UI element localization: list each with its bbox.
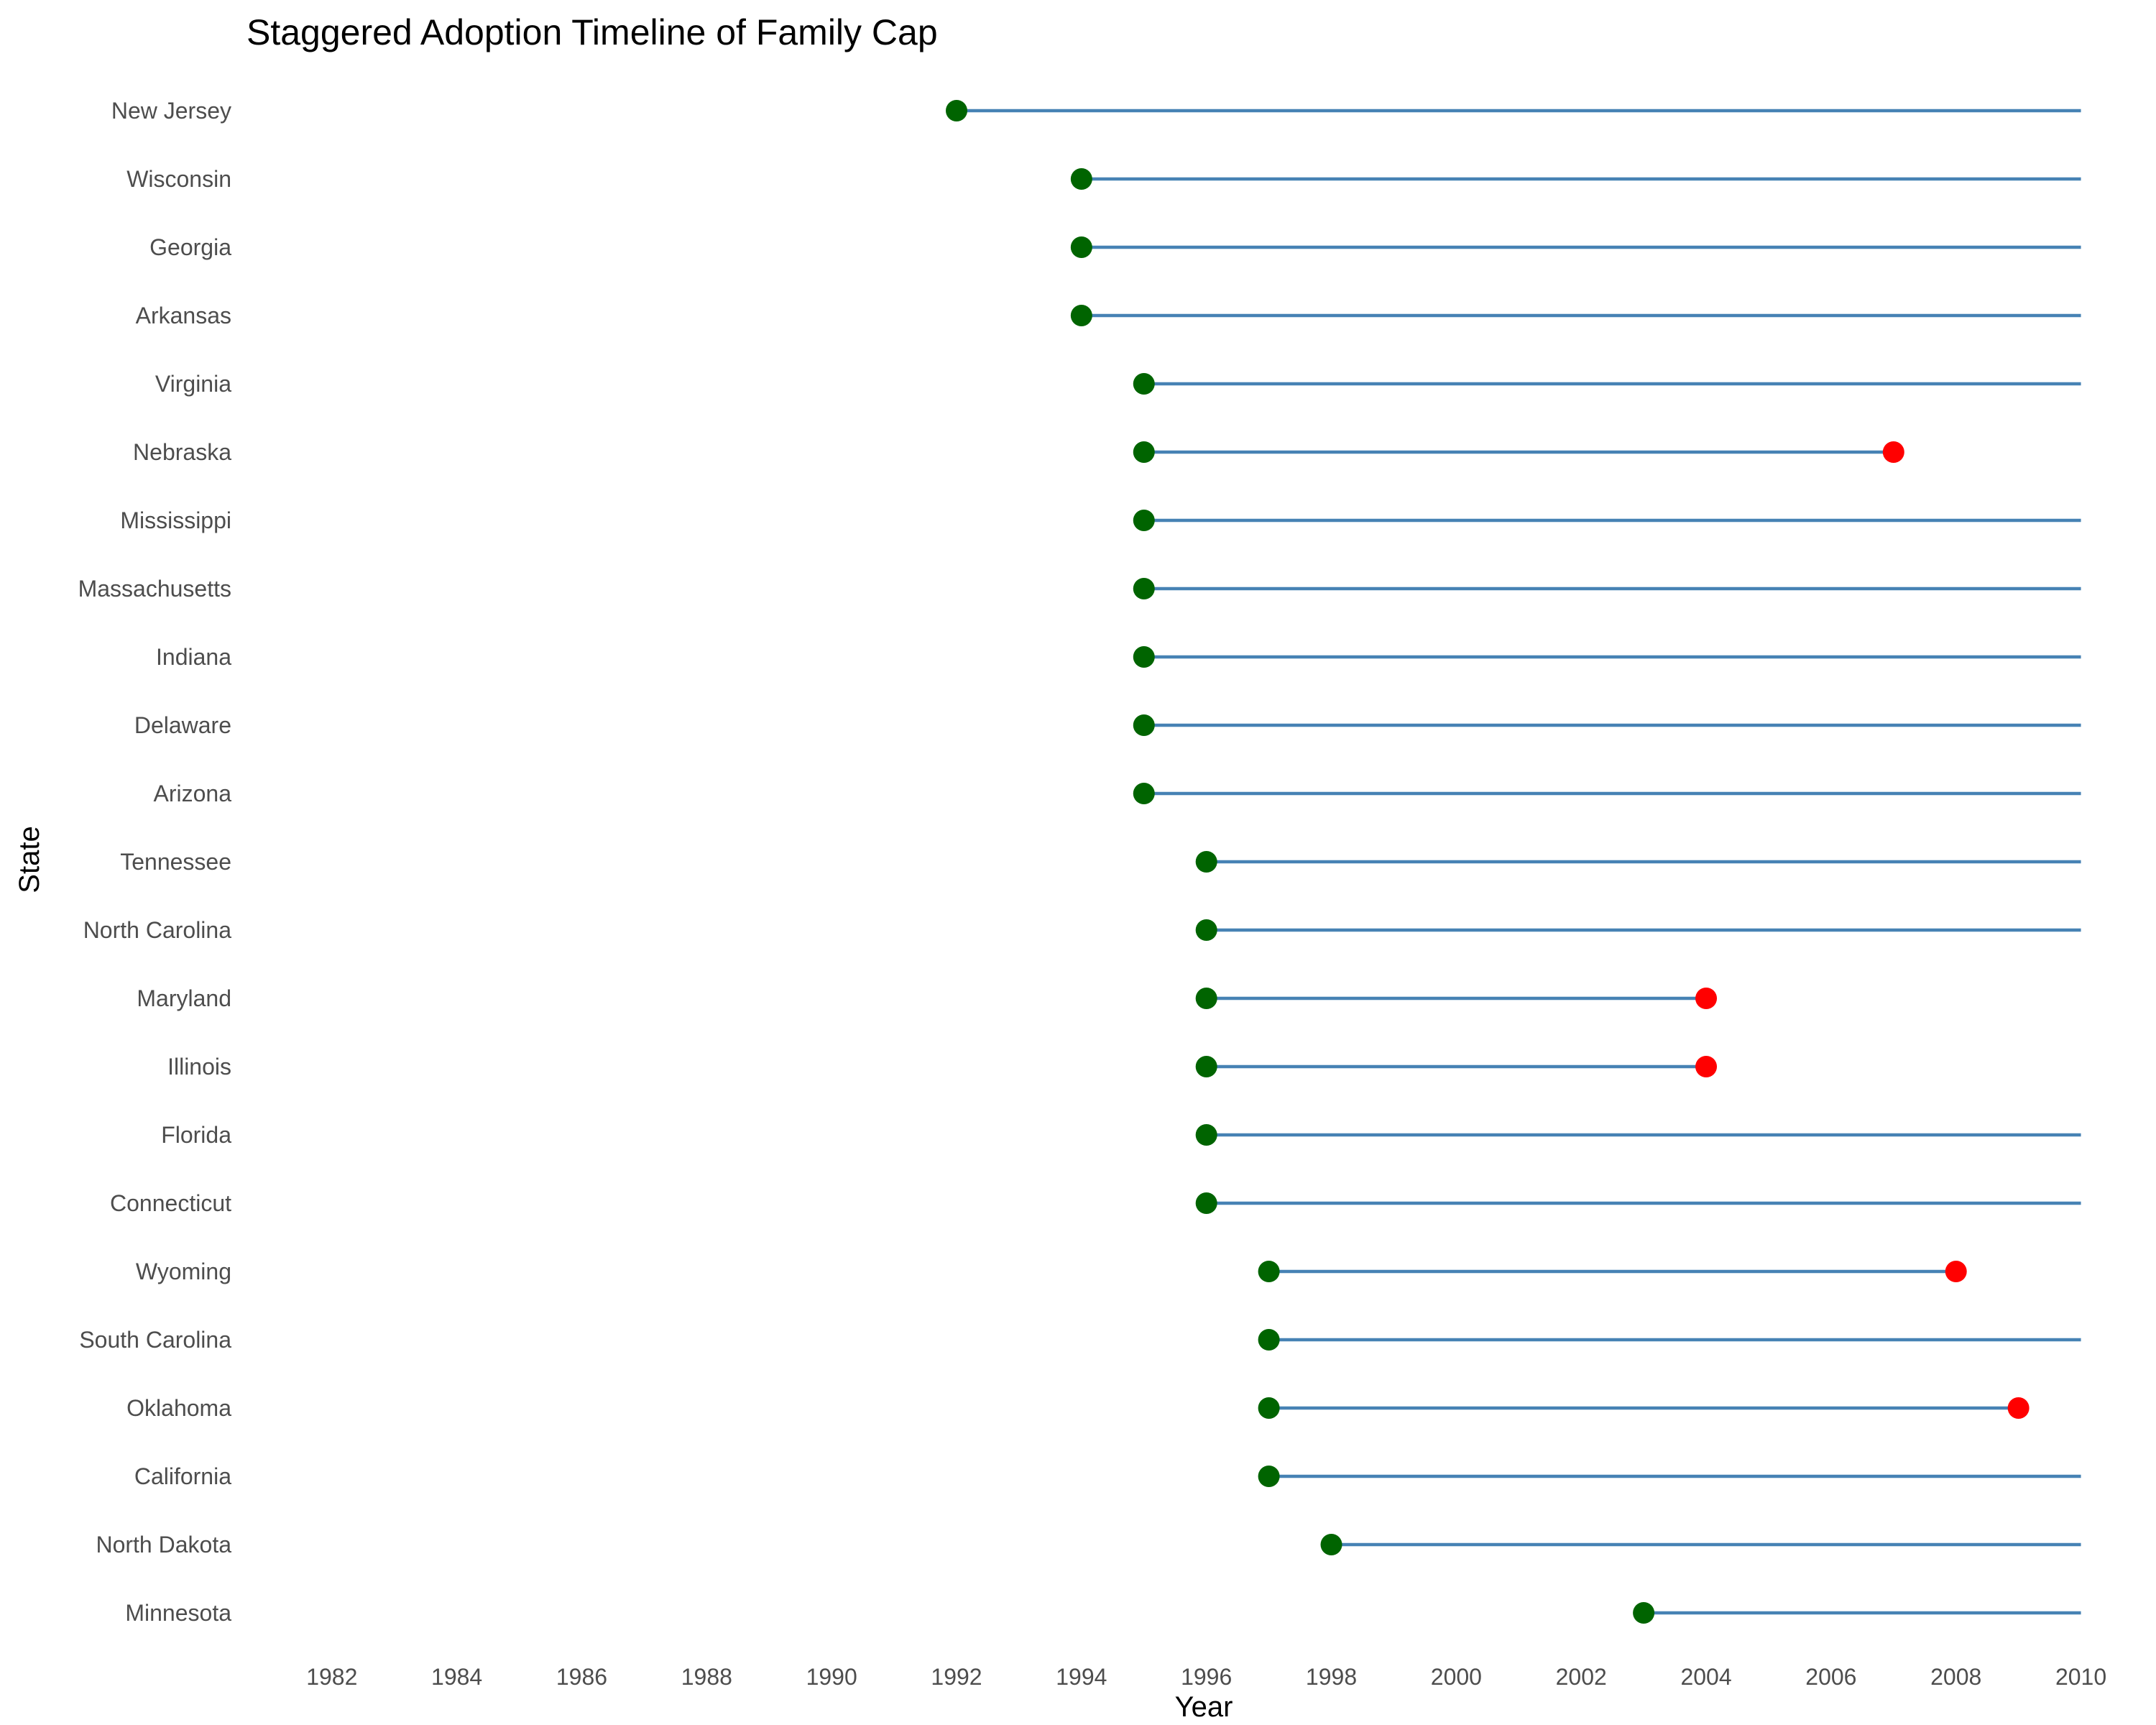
repeal-point-nebraska — [1882, 441, 1904, 463]
y-axis-title: State — [14, 826, 45, 893]
adoption-point-south-carolina — [1258, 1329, 1280, 1351]
y-tick-label-wyoming: Wyoming — [136, 1259, 231, 1284]
adoption-point-mississippi — [1133, 510, 1155, 531]
x-tick-label-1996: 1996 — [1181, 1664, 1232, 1690]
adoption-point-florida — [1195, 1124, 1217, 1146]
y-tick-label-connecticut: Connecticut — [110, 1190, 231, 1216]
x-tick-label-2004: 2004 — [1680, 1664, 1731, 1690]
adoption-point-minnesota — [1633, 1602, 1655, 1624]
adoption-point-massachusetts — [1133, 578, 1155, 599]
adoption-point-indiana — [1133, 646, 1155, 668]
y-tick-labels: New Jersey Wisconsin Georgia Arkansas Virgin… — [78, 98, 232, 1626]
y-tick-label-south-carolina: South Carolina — [79, 1327, 231, 1353]
y-tick-label-arkansas: Arkansas — [136, 303, 231, 328]
adoption-point-north-carolina — [1195, 919, 1217, 941]
y-tick-label-virginia: Virginia — [155, 371, 231, 397]
repeal-point-maryland — [1695, 988, 1718, 1009]
adoption-point-georgia — [1070, 236, 1092, 258]
y-tick-label-mississippi: Mississippi — [120, 507, 231, 533]
y-tick-label-wisconsin: Wisconsin — [126, 166, 231, 192]
adoption-point-maryland — [1195, 988, 1217, 1009]
adoption-point-delaware — [1133, 714, 1155, 736]
adoption-point-nebraska — [1133, 441, 1155, 463]
repeal-point-oklahoma — [2007, 1397, 2030, 1419]
y-tick-label-indiana: Indiana — [156, 644, 231, 670]
x-axis-title: Year — [1175, 1691, 1233, 1723]
repeal-point-wyoming — [1945, 1261, 1967, 1282]
y-tick-label-georgia: Georgia — [149, 234, 231, 260]
y-tick-label-new-jersey: New Jersey — [111, 98, 231, 124]
x-tick-label-1982: 1982 — [306, 1664, 357, 1690]
x-tick-label-1994: 1994 — [1056, 1664, 1107, 1690]
x-tick-label-1984: 1984 — [431, 1664, 482, 1690]
x-tick-label-1990: 1990 — [806, 1664, 857, 1690]
adoption-point-oklahoma — [1258, 1397, 1280, 1419]
x-tick-label-1998: 1998 — [1306, 1664, 1357, 1690]
y-tick-label-arizona: Arizona — [154, 781, 232, 806]
adoption-point-virginia — [1133, 373, 1155, 395]
x-tick-label-1988: 1988 — [681, 1664, 732, 1690]
y-tick-label-minnesota: Minnesota — [125, 1600, 231, 1626]
x-tick-label-2006: 2006 — [1805, 1664, 1856, 1690]
x-tick-label-1992: 1992 — [931, 1664, 982, 1690]
y-tick-label-north-carolina: North Carolina — [83, 917, 232, 943]
lines-layer — [957, 109, 2081, 1615]
repeal-point-illinois — [1695, 1056, 1718, 1077]
adoption-point-north-dakota — [1320, 1534, 1342, 1555]
adoption-point-arkansas — [1070, 305, 1092, 326]
y-tick-label-california: California — [134, 1463, 231, 1489]
adoption-point-arizona — [1133, 783, 1155, 804]
y-tick-label-florida: Florida — [161, 1122, 231, 1148]
x-tick-label-2008: 2008 — [1930, 1664, 1981, 1690]
adoption-point-wyoming — [1258, 1261, 1280, 1282]
x-tick-label-1986: 1986 — [556, 1664, 607, 1690]
x-tick-label-2002: 2002 — [1556, 1664, 1607, 1690]
adoption-point-illinois — [1195, 1056, 1217, 1077]
adoption-point-wisconsin — [1070, 168, 1092, 190]
y-tick-label-massachusetts: Massachusetts — [78, 576, 231, 602]
y-tick-label-north-dakota: North Dakota — [96, 1532, 231, 1558]
x-tick-labels: 1982 1984 1986 1988 1990 1992 1994 1996 1998 2000… — [306, 1664, 2106, 1690]
y-tick-label-maryland: Maryland — [137, 985, 231, 1011]
points-layer — [946, 100, 2030, 1624]
y-tick-label-illinois: Illinois — [167, 1054, 231, 1080]
x-tick-label-2010: 2010 — [2055, 1664, 2106, 1690]
adoption-point-connecticut — [1195, 1192, 1217, 1214]
y-tick-label-nebraska: Nebraska — [133, 439, 231, 465]
y-tick-label-oklahoma: Oklahoma — [126, 1395, 231, 1421]
adoption-point-california — [1258, 1466, 1280, 1487]
adoption-point-new-jersey — [946, 100, 967, 121]
adoption-point-tennessee — [1195, 851, 1217, 873]
y-tick-label-tennessee: Tennessee — [120, 849, 231, 875]
chart-title: Staggered Adoption Timeline of Family Ca… — [247, 12, 938, 52]
x-tick-label-2000: 2000 — [1431, 1664, 1482, 1690]
y-tick-label-delaware: Delaware — [134, 712, 231, 738]
